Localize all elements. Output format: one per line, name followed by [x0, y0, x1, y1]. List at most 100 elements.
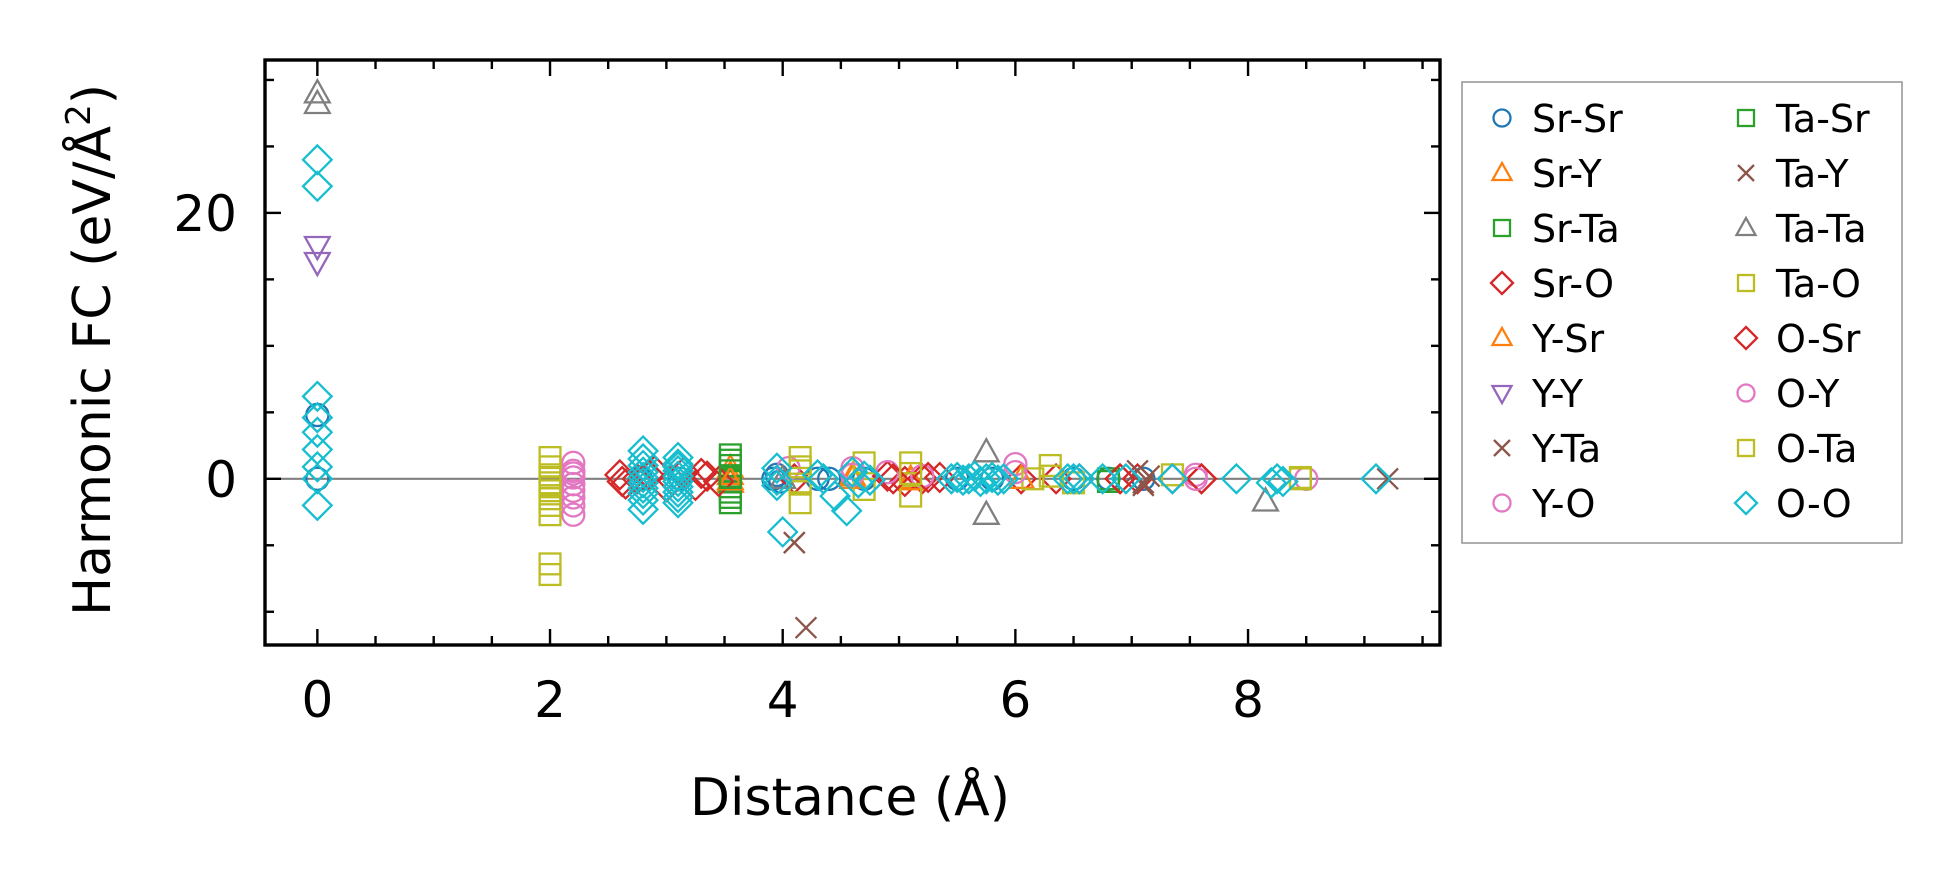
legend-marker-o-o: [1733, 490, 1759, 516]
data-point-sr-sr: [1131, 466, 1156, 492]
data-point-o-ta: [899, 461, 923, 486]
legend-marker-sr-sr: [1492, 108, 1512, 128]
data-point-o-o: [662, 450, 694, 483]
legend-marker-ta-o: [1736, 273, 1756, 293]
x-tick-label: 2: [534, 671, 566, 729]
y-tick-label: 20: [173, 185, 237, 243]
data-point-o-o: [301, 462, 334, 495]
legend-label-ta-y: Ta-Y: [1775, 152, 1849, 196]
data-point-o-o: [1063, 462, 1096, 495]
data-point-ta-y: [783, 531, 806, 554]
data-point-y-o: [561, 485, 586, 510]
data-point-o-o: [301, 380, 334, 413]
data-point-o-o: [976, 461, 1009, 494]
data-point-o-o: [807, 462, 840, 495]
data-point-o-o: [854, 464, 886, 497]
data-point-o-o: [662, 486, 694, 519]
legend-label-y-y: Y-Y: [1531, 372, 1584, 416]
data-point-o-o: [301, 489, 334, 522]
x-tick-label: 0: [301, 671, 333, 729]
legend-label-sr-y: Sr-Y: [1532, 152, 1603, 196]
data-point-o-o: [301, 143, 334, 176]
y-axis-label: Harmonic FC (eV/Å2): [59, 84, 123, 616]
legend-marker-o-ta: [1736, 438, 1756, 458]
legend-label-y-o: Y-O: [1531, 482, 1595, 526]
data-point-o-o: [760, 464, 793, 497]
data-point-o-sr: [1185, 462, 1218, 495]
data-markers: [301, 77, 1399, 639]
data-point-y-ta: [794, 616, 818, 639]
y-axis-label-superscript: 2: [59, 104, 99, 126]
legend-marker-ta-y: [1737, 164, 1755, 182]
data-point-y-y: [303, 235, 332, 262]
data-point-o-o: [1086, 462, 1119, 495]
data-point-o-o: [662, 470, 694, 503]
x-tick-label: 8: [1232, 671, 1264, 729]
data-point-y-o: [561, 502, 586, 527]
x-tick-label: 4: [767, 671, 799, 729]
data-point-o-o: [1051, 462, 1084, 495]
data-point-sr-o: [702, 465, 735, 498]
data-point-o-ta: [538, 475, 562, 499]
data-point-o-o: [627, 461, 660, 494]
data-point-o-o: [760, 452, 793, 485]
data-point-o-o: [1057, 462, 1090, 495]
data-point-sr-o: [871, 460, 904, 493]
legend-label-sr-o: Sr-O: [1532, 262, 1614, 306]
data-point-o-o: [848, 460, 881, 493]
data-point-o-o: [662, 476, 694, 509]
x-axis-label: Distance (Å): [690, 766, 1010, 828]
data-point-o-o: [941, 461, 974, 494]
data-point-o-o: [830, 494, 863, 527]
data-point-o-o: [801, 458, 834, 491]
legend-label-o-ta: O-Ta: [1776, 427, 1857, 471]
data-point-ta-sr: [718, 465, 742, 490]
data-point-o-o: [662, 454, 694, 487]
legend-label-sr-ta: Sr-Ta: [1532, 207, 1620, 251]
legend-label-ta-sr: Ta-Sr: [1775, 97, 1870, 141]
x-tick-label: 6: [999, 671, 1031, 729]
legend: Sr-Sr Sr-Y Sr-Ta Sr-O Y-Sr Y-Y Y-Ta Y-O Ta-Sr Ta-…: [1461, 81, 1903, 544]
data-point-o-o: [760, 469, 793, 502]
data-point-o-o: [662, 465, 694, 498]
legend-marker-ta-ta: [1734, 215, 1758, 237]
data-point-sr-o: [691, 460, 724, 493]
data-point-ta-o: [899, 484, 923, 508]
data-point-ta-o: [1021, 467, 1045, 491]
data-point-o-o: [1261, 462, 1294, 495]
data-point-o-o: [627, 493, 660, 526]
legend-label-o-y: O-Y: [1776, 372, 1840, 416]
data-point-o-o: [836, 456, 869, 489]
data-point-o-o: [627, 472, 660, 505]
data-point-ta-o: [538, 503, 562, 527]
legend-label-y-ta: Y-Ta: [1531, 427, 1601, 471]
legend-marker-o-sr: [1733, 325, 1759, 351]
y-axis-label-main: Harmonic FC (eV/Å: [61, 125, 123, 616]
data-point-o-sr: [912, 461, 945, 494]
data-point-o-o: [1109, 462, 1142, 495]
series-o-o: [301, 143, 1392, 548]
data-point-o-o: [627, 466, 660, 499]
data-point-y-ta: [1376, 467, 1399, 491]
legend-marker-sr-ta: [1492, 218, 1512, 238]
data-point-o-o: [1156, 462, 1189, 495]
legend-label-ta-o: Ta-O: [1775, 262, 1861, 306]
data-point-y-sr: [716, 464, 745, 491]
axis-ticks: [265, 60, 1440, 645]
data-point-y-o: [561, 478, 586, 503]
series-y-y: [303, 235, 332, 278]
y-tick-label: 0: [205, 451, 237, 509]
legend-label-o-o: O-O: [1776, 482, 1852, 526]
data-point-o-o: [301, 401, 334, 434]
legend-label-y-sr: Y-Sr: [1531, 317, 1605, 361]
data-point-sr-sr: [817, 466, 842, 492]
data-point-o-o: [1267, 465, 1299, 498]
data-point-o-o: [627, 477, 660, 510]
data-point-o-o: [301, 170, 334, 203]
legend-label-ta-ta: Ta-Ta: [1775, 207, 1867, 251]
data-point-o-o: [766, 516, 799, 548]
data-point-o-o: [1360, 462, 1392, 495]
data-point-o-o: [627, 434, 660, 467]
data-point-o-o: [987, 462, 1020, 495]
data-point-y-sr: [896, 464, 925, 491]
